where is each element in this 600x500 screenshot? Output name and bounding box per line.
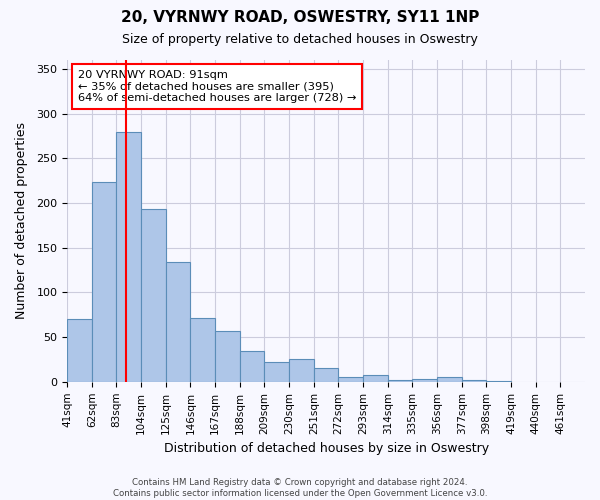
Bar	[141, 210, 166, 382]
X-axis label: Distribution of detached houses by size in Oswestry: Distribution of detached houses by size …	[164, 442, 488, 455]
Text: Size of property relative to detached houses in Oswestry: Size of property relative to detached ho…	[122, 32, 478, 46]
Bar	[190, 318, 215, 382]
Bar	[67, 319, 92, 382]
Bar	[462, 380, 487, 382]
Bar	[265, 362, 289, 382]
Bar	[338, 378, 363, 382]
Bar	[116, 132, 141, 382]
Bar	[215, 331, 240, 382]
Bar	[437, 378, 462, 382]
Bar	[289, 360, 314, 382]
Bar	[412, 379, 437, 382]
Bar	[92, 182, 116, 382]
Bar	[314, 368, 338, 382]
Bar	[363, 374, 388, 382]
Text: 20 VYRNWY ROAD: 91sqm
← 35% of detached houses are smaller (395)
64% of semi-det: 20 VYRNWY ROAD: 91sqm ← 35% of detached …	[77, 70, 356, 103]
Y-axis label: Number of detached properties: Number of detached properties	[15, 122, 28, 320]
Bar	[166, 262, 190, 382]
Text: Contains HM Land Registry data © Crown copyright and database right 2024.
Contai: Contains HM Land Registry data © Crown c…	[113, 478, 487, 498]
Bar	[240, 352, 265, 382]
Text: 20, VYRNWY ROAD, OSWESTRY, SY11 1NP: 20, VYRNWY ROAD, OSWESTRY, SY11 1NP	[121, 10, 479, 25]
Bar	[487, 381, 511, 382]
Bar	[388, 380, 412, 382]
